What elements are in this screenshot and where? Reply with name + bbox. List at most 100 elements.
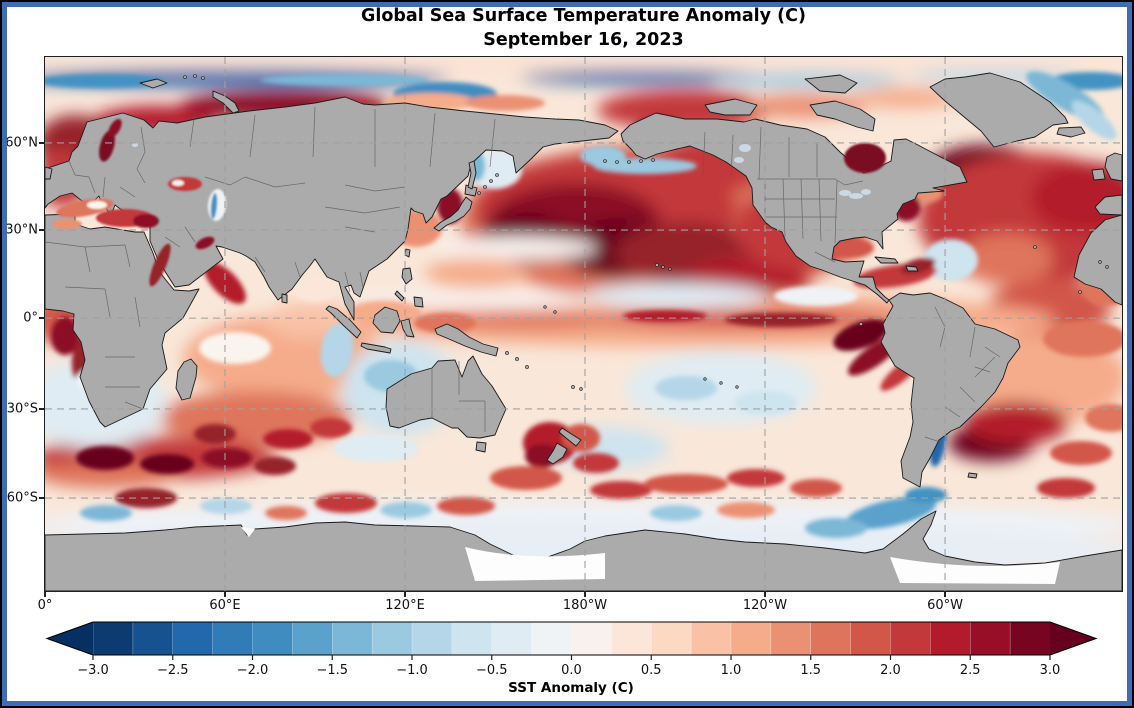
island-sri-lanka: [281, 293, 288, 304]
west-africa-right-edge: [1073, 214, 1122, 306]
sst-anomaly-blob: [1071, 100, 1117, 140]
sst-anomaly-blob: [80, 505, 132, 521]
colorbar-segment: [770, 621, 812, 656]
sst-anomaly-blob: [845, 497, 937, 529]
sst-anomaly-blob: [655, 376, 717, 400]
iberia-right-edge: [1094, 194, 1122, 216]
enclosed-sea-anomaly-blob: [87, 201, 107, 209]
sst-anomaly-blob: [433, 311, 617, 329]
sst-anomaly-blob: [790, 479, 842, 497]
island-japan-honshu: [433, 196, 473, 232]
sst-anomaly-blob: [490, 466, 562, 490]
lon-tick-label: 0°: [37, 598, 53, 613]
colorbar-segment: [651, 621, 692, 656]
small-islands: [183, 74, 1109, 391]
enclosed-sea-anomaly-blob: [99, 130, 115, 162]
sst-anomaly-blob: [717, 502, 775, 518]
colorbar-segment: [730, 621, 772, 656]
island-cuba: [874, 256, 899, 264]
sst-anomaly-blob: [254, 457, 296, 475]
colorbar-tick-label: 2.0: [880, 663, 901, 678]
sst-anomaly-blob: [774, 286, 858, 306]
sst-anomaly-blob: [727, 469, 785, 487]
colorbar-segment: [571, 621, 613, 656]
lat-tick-label: 30°S: [6, 401, 38, 417]
lon-tick-label: 120°W: [742, 598, 788, 613]
enclosed-sea-anomaly-blob: [210, 193, 218, 219]
island-borneo: [372, 306, 401, 334]
sst-anomaly-blob: [202, 448, 252, 468]
sst-anomaly-blob: [964, 402, 1068, 444]
sst-anomaly-blob: [562, 424, 600, 452]
colorbar-segment: [531, 621, 573, 656]
enclosed-sea-anomaly-blob: [52, 219, 82, 229]
world-map-plot: [44, 56, 1123, 592]
island-baffin: [809, 100, 876, 132]
lon-tick-mark: [764, 592, 766, 597]
chart-subtitle-date: September 16, 2023: [483, 30, 684, 50]
graticule: [45, 57, 1122, 591]
colorbar-tick-label: 1.0: [721, 663, 742, 678]
island-hokkaido: [464, 184, 478, 197]
enclosed-sea-anomaly-blob: [844, 143, 886, 173]
sst-anomaly-blob: [644, 474, 728, 494]
lat-tick-label: 60°N: [5, 135, 38, 151]
colorbar-tick-label: 0.5: [641, 663, 662, 678]
island-ellesmere: [804, 74, 858, 94]
sst-anomaly-blob: [425, 258, 529, 288]
island-ireland: [1091, 168, 1106, 181]
sst-anomaly-blob: [1037, 478, 1095, 498]
enclosed-sea-anomaly-blob: [133, 214, 159, 228]
sst-anomaly-blob: [573, 453, 619, 473]
island-novaya-zemlya: [212, 90, 240, 114]
island-new-guinea: [434, 323, 499, 357]
enclosed-sea-anomaly-blob: [108, 118, 122, 138]
colorbar-segment: [611, 621, 652, 656]
lat-tick-mark: [39, 142, 44, 144]
enclosed-sea-anomaly-blob: [195, 236, 215, 250]
lat-tick-label: 0°: [23, 310, 38, 326]
colorbar-tick-label: 2.5: [960, 663, 981, 678]
island-new-zealand-north: [558, 427, 582, 447]
lat-tick-label: 60°S: [6, 490, 38, 506]
island-mindanao: [413, 296, 424, 308]
sst-anomaly-blob: [51, 317, 79, 355]
island-new-zealand-south: [546, 442, 568, 465]
colorbar-ticks: −3.0 −2.5 −2.0 −1.5 −1.0 −0.5 0.0 0.5 1.0 1.5 2.0 2…: [77, 655, 1060, 678]
colorbar-tick-label: −0.5: [476, 663, 508, 678]
sst-anomaly-blob: [380, 502, 432, 518]
landmasses: [45, 72, 1122, 591]
sst-anomaly-blob: [735, 391, 797, 415]
lat-tick-label: 30°N: [5, 222, 38, 238]
colorbar-segment: [850, 621, 892, 656]
enclosed-seas-anomaly: [52, 118, 886, 287]
sst-anomaly-blob: [833, 319, 889, 351]
colorbar-segment: [292, 621, 333, 656]
sst-anomaly-blob: [310, 418, 352, 438]
sst-anomaly-blob: [1043, 321, 1122, 357]
sst-anomaly-blob: [1050, 441, 1112, 465]
sst-anomaly-blob: [265, 506, 307, 520]
colorbar-segment: [1009, 621, 1051, 656]
colorbar-segment: [810, 621, 852, 656]
sst-anomaly-blob: [204, 262, 246, 304]
colorbar-tick-label: −3.0: [77, 663, 109, 678]
colorbar: −3.0 −2.5 −2.0 −1.5 −1.0 −0.5 0.0 0.5 1.0 1.5 2.0 2…: [45, 621, 1098, 696]
sst-anomaly-blob: [855, 88, 959, 108]
colorbar-over-arrow: [1050, 622, 1096, 655]
sst-anomaly-blob: [584, 283, 768, 309]
colorbar-segment: [890, 621, 932, 656]
lat-tick-mark: [39, 317, 44, 319]
colorbar-tick-label: −1.0: [396, 663, 428, 678]
colorbar-under-arrow: [47, 622, 93, 655]
sst-anomaly-blob: [200, 498, 252, 514]
colorbar-tick-label: −2.0: [237, 663, 269, 678]
colorbar-segment: [172, 621, 214, 656]
lakes: [132, 143, 871, 199]
sst-anomaly-blob: [140, 454, 194, 474]
island-taiwan: [404, 248, 411, 258]
lon-tick-mark: [224, 592, 226, 597]
sst-anomaly-blob: [828, 238, 874, 258]
colorbar-tick-label: −1.5: [316, 663, 348, 678]
lon-tick-mark: [584, 592, 586, 597]
